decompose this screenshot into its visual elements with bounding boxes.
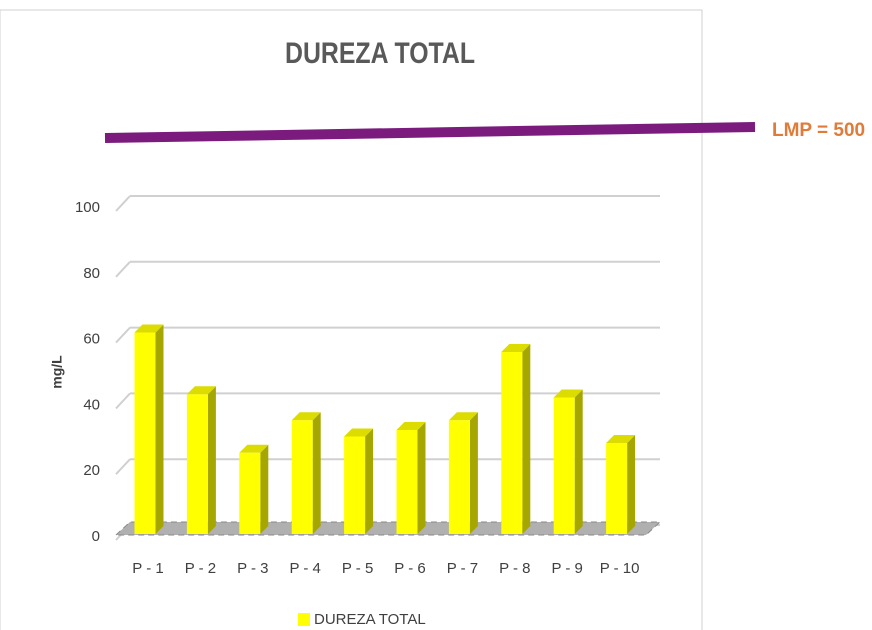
- bar-top: [186, 386, 216, 395]
- bar-side: [417, 422, 426, 534]
- bar-top: [448, 412, 478, 421]
- grid-line-side: [115, 326, 131, 344]
- grid-line-side: [115, 195, 131, 212]
- y-tick-label: 20: [83, 462, 100, 479]
- bar: [553, 389, 583, 534]
- legend-label: DUREZA TOTAL: [314, 611, 426, 628]
- y-tick-label: 0: [92, 528, 100, 545]
- bar: [344, 428, 374, 534]
- bar-side: [260, 444, 269, 534]
- x-tick-label: P - 2: [185, 560, 216, 577]
- grid-line-side: [115, 392, 131, 410]
- y-tick-label: 100: [75, 199, 100, 216]
- bar: [606, 435, 636, 534]
- grid-line-side: [115, 261, 131, 278]
- x-tick-label: P - 7: [447, 560, 478, 577]
- bar-top: [553, 389, 583, 398]
- bar-side: [155, 324, 164, 534]
- bar-front: [239, 452, 261, 534]
- y-axis-label: mg/L: [49, 355, 65, 389]
- bar-top: [344, 428, 374, 437]
- x-tick-label: P - 9: [551, 560, 582, 577]
- bar-top: [501, 344, 531, 352]
- x-tick-label: P - 5: [342, 560, 373, 577]
- bar: [448, 412, 478, 534]
- bar-top: [239, 444, 269, 453]
- bar-front: [448, 420, 470, 534]
- bar-front: [553, 397, 575, 534]
- bar-side: [312, 412, 321, 534]
- bar-front: [186, 394, 208, 534]
- x-tick-label: P - 8: [499, 560, 530, 577]
- bar: [291, 412, 321, 534]
- bar-front: [344, 436, 366, 534]
- limit-line: [104, 122, 756, 143]
- bar-front: [606, 443, 628, 534]
- x-tick-label: P - 3: [237, 560, 268, 577]
- bar: [239, 444, 269, 534]
- chart-area: [0, 9, 703, 630]
- bar: [396, 422, 426, 534]
- bar: [134, 324, 164, 534]
- bar-front: [291, 420, 313, 534]
- chart-title: DUREZA TOTAL: [285, 37, 475, 70]
- y-tick-label: 80: [83, 265, 100, 282]
- x-tick-label: P - 4: [289, 560, 320, 577]
- x-tick-label: P - 10: [600, 560, 640, 577]
- bar-side: [574, 389, 583, 534]
- bar-top: [134, 324, 164, 333]
- bar-side: [365, 428, 374, 534]
- bar: [501, 344, 531, 534]
- bar-side: [207, 386, 216, 534]
- bar-top: [606, 435, 636, 443]
- bar-top: [396, 422, 426, 430]
- bar-front: [134, 332, 156, 534]
- y-tick-label: 60: [83, 331, 100, 348]
- legend-swatch: [298, 613, 310, 626]
- bar-front: [501, 352, 523, 534]
- bar-side: [469, 412, 478, 534]
- x-tick-label: P - 1: [132, 560, 163, 577]
- limit-label: LMP = 500: [772, 120, 865, 141]
- bar-top: [291, 412, 321, 421]
- bar-side: [627, 435, 636, 534]
- bar-side: [522, 344, 531, 534]
- bar: [186, 386, 216, 534]
- y-tick-label: 40: [83, 396, 100, 413]
- bar-front: [396, 430, 418, 534]
- grid-line-side: [115, 458, 131, 475]
- x-tick-label: P - 6: [394, 560, 425, 577]
